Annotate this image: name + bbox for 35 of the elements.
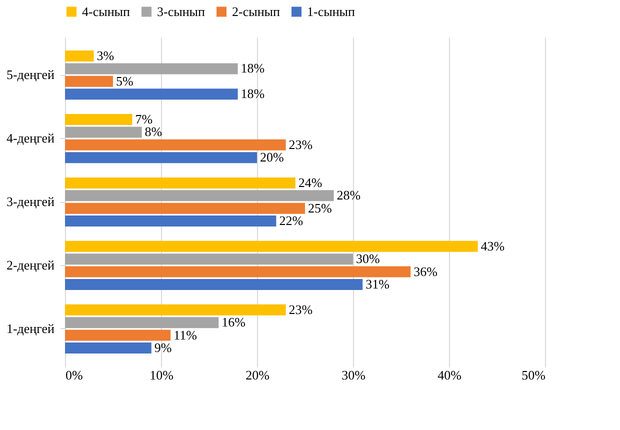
data-label: 9% bbox=[154, 340, 172, 355]
y-tick-label: 4-деңгей bbox=[6, 130, 55, 146]
data-label: 36% bbox=[414, 264, 438, 279]
x-tick-label: 50% bbox=[522, 368, 546, 382]
x-tick-label: 10% bbox=[150, 368, 174, 382]
legend-label: 1-сынып bbox=[307, 4, 356, 19]
y-tick-label: 3-деңгей bbox=[6, 194, 55, 209]
data-label: 5% bbox=[116, 73, 134, 88]
data-label: 23% bbox=[288, 136, 313, 152]
x-tick-label: 0% bbox=[66, 368, 83, 382]
data-label: 30% bbox=[356, 251, 380, 266]
data-label: 24% bbox=[298, 174, 322, 190]
y-tick-label: 2-деңгей bbox=[6, 257, 55, 272]
data-label: 43% bbox=[480, 238, 505, 254]
data-label: 3% bbox=[96, 48, 114, 64]
y-tick-label: 5-деңгей bbox=[6, 67, 55, 82]
data-label: 25% bbox=[308, 200, 332, 216]
data-label: 20% bbox=[260, 150, 284, 165]
x-tick-label: 40% bbox=[438, 368, 462, 382]
x-tick-label: 20% bbox=[246, 368, 270, 382]
data-label: 16% bbox=[222, 314, 246, 330]
data-label: 31% bbox=[366, 276, 390, 292]
data-label: 7% bbox=[135, 112, 153, 126]
y-tick-label: 1-деңгей bbox=[6, 320, 55, 336]
data-label: 18% bbox=[240, 60, 265, 76]
legend-label: 4-сынып bbox=[82, 4, 130, 19]
legend-label: 2-сынып bbox=[232, 4, 280, 19]
x-tick-label: 30% bbox=[342, 368, 366, 382]
data-label: 28% bbox=[336, 188, 361, 203]
data-label: 8% bbox=[144, 124, 162, 140]
data-label: 18% bbox=[240, 86, 265, 102]
legend-label: 3-сынып bbox=[157, 4, 206, 19]
data-label: 11% bbox=[174, 327, 198, 342]
data-label: 23% bbox=[288, 302, 313, 317]
data-label: 22% bbox=[279, 213, 304, 228]
